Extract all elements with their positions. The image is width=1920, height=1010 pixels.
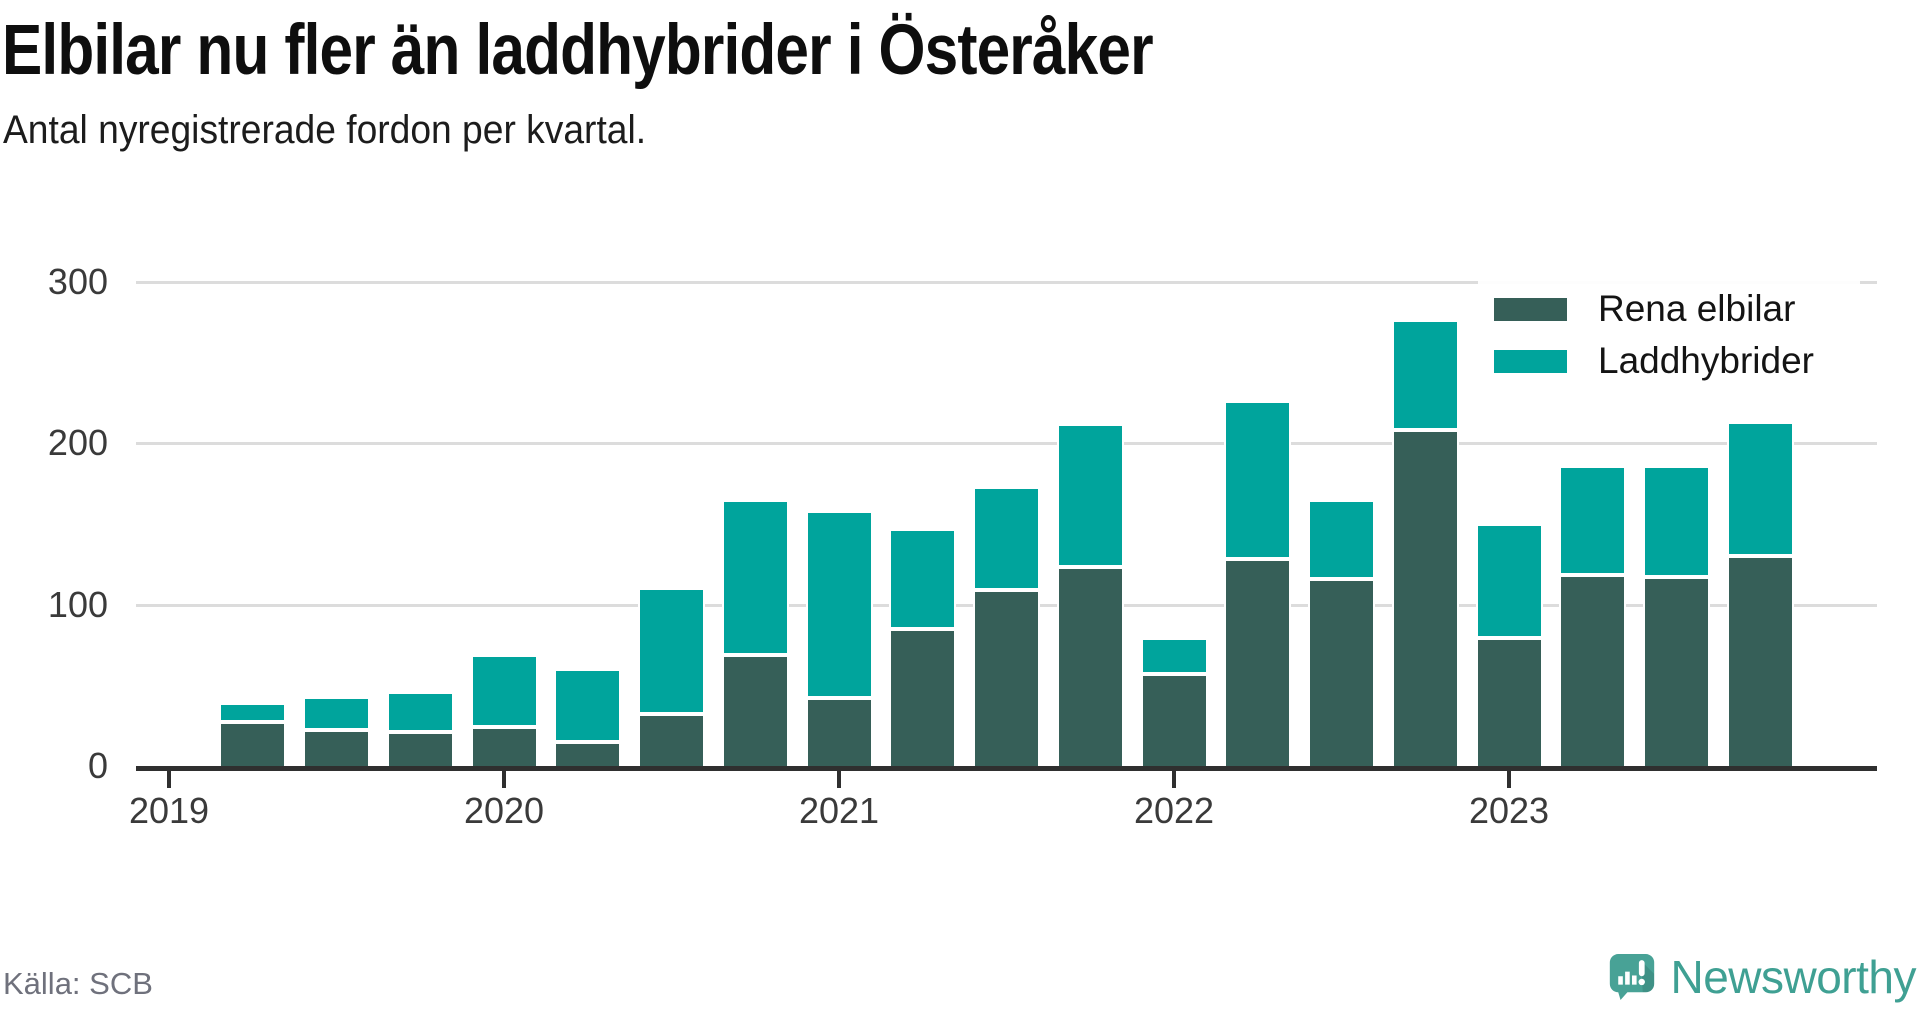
bar-segment-rena-elbilar xyxy=(386,732,454,770)
bar-segment-rena-elbilar xyxy=(1056,567,1124,770)
bar-segment-laddhybrider xyxy=(470,654,538,728)
x-axis-label-2019: 2019 xyxy=(128,790,210,831)
gridline-200 xyxy=(136,442,1877,445)
bar-segment-laddhybrider xyxy=(889,528,957,629)
bar-segment-laddhybrider xyxy=(1475,523,1543,639)
bar-segment-laddhybrider xyxy=(554,669,622,742)
bar-segment-laddhybrider xyxy=(638,588,705,715)
bar-segment-rena-elbilar xyxy=(1224,559,1292,770)
y-axis-label-200: 200 xyxy=(47,422,108,463)
legend-swatch-laddhybrider xyxy=(1494,349,1567,373)
legend-item-laddhybrider: Laddhybrider xyxy=(1494,340,1814,382)
bar-segment-laddhybrider xyxy=(1643,465,1710,578)
bar-segment-laddhybrider xyxy=(386,691,454,733)
bar-segment-laddhybrider xyxy=(1391,320,1459,431)
newsworthy-wordmark: Newsworthy xyxy=(1670,951,1916,1003)
legend-item-rena-elbilar: Rena elbilar xyxy=(1494,288,1795,330)
y-axis-label-100: 100 xyxy=(47,583,108,625)
bar-segment-rena-elbilar xyxy=(1643,577,1710,770)
legend-label-laddhybrider: Laddhybrider xyxy=(1598,340,1814,381)
bar-segment-laddhybrider xyxy=(303,696,370,731)
x-axis-tick-2019 xyxy=(167,771,171,788)
bar-segment-rena-elbilar xyxy=(1140,673,1208,770)
bar-segment-laddhybrider xyxy=(721,499,789,655)
bar-segment-rena-elbilar xyxy=(219,722,287,770)
legend-swatch-rena-elbilar xyxy=(1494,297,1567,321)
source-note: Källa: SCB xyxy=(3,966,153,1001)
gridline-300 xyxy=(136,280,1877,284)
bar-segment-rena-elbilar xyxy=(973,589,1040,770)
bar-segment-rena-elbilar xyxy=(1475,638,1543,770)
bar-segment-laddhybrider xyxy=(1308,499,1375,579)
bar-segment-rena-elbilar xyxy=(1391,430,1459,770)
bar-segment-laddhybrider xyxy=(219,703,287,723)
bar-segment-laddhybrider xyxy=(1056,423,1124,568)
x-axis-tick-2022 xyxy=(1172,771,1176,788)
bar-segment-rena-elbilar xyxy=(554,741,622,770)
x-axis-label-2020: 2020 xyxy=(463,790,545,831)
bar-segment-rena-elbilar xyxy=(721,654,789,770)
bar-segment-laddhybrider xyxy=(1559,465,1627,576)
x-axis-tick-2020 xyxy=(502,771,506,788)
bar-segment-rena-elbilar xyxy=(1308,578,1375,770)
bar-segment-laddhybrider xyxy=(1224,401,1292,560)
page-title: Elbilar nu fler än laddhybrider i Österå… xyxy=(2,11,1154,90)
bar-segment-rena-elbilar xyxy=(470,727,538,770)
x-axis-tick-2021 xyxy=(837,771,841,788)
bar-segment-rena-elbilar xyxy=(1559,575,1627,770)
legend-label-rena-elbilar: Rena elbilar xyxy=(1598,288,1796,329)
bar-segment-rena-elbilar xyxy=(889,628,957,770)
bar-segment-laddhybrider xyxy=(805,510,873,699)
bar-segment-laddhybrider xyxy=(1140,638,1208,674)
x-axis-label-2022: 2022 xyxy=(1133,790,1215,831)
bar-segment-rena-elbilar xyxy=(1726,556,1794,770)
y-axis-label-0: 0 xyxy=(87,745,108,786)
y-axis-label-300: 300 xyxy=(47,260,108,302)
bar-segment-rena-elbilar xyxy=(638,714,705,770)
x-axis-label-2023: 2023 xyxy=(1468,790,1550,831)
x-axis-label-2021: 2021 xyxy=(798,790,880,831)
newsworthy-logo: Newsworthy xyxy=(1606,944,1916,1010)
bar-segment-laddhybrider xyxy=(1726,422,1794,557)
page-subtitle: Antal nyregistrerade fordon per kvartal. xyxy=(3,108,647,152)
bar-segment-rena-elbilar xyxy=(805,698,873,770)
newsworthy-logo-icon xyxy=(1609,954,1655,1000)
bar-segment-laddhybrider xyxy=(973,486,1040,590)
x-axis-line xyxy=(136,766,1877,771)
x-axis-tick-2023 xyxy=(1507,771,1511,788)
bar-segment-rena-elbilar xyxy=(303,730,370,770)
